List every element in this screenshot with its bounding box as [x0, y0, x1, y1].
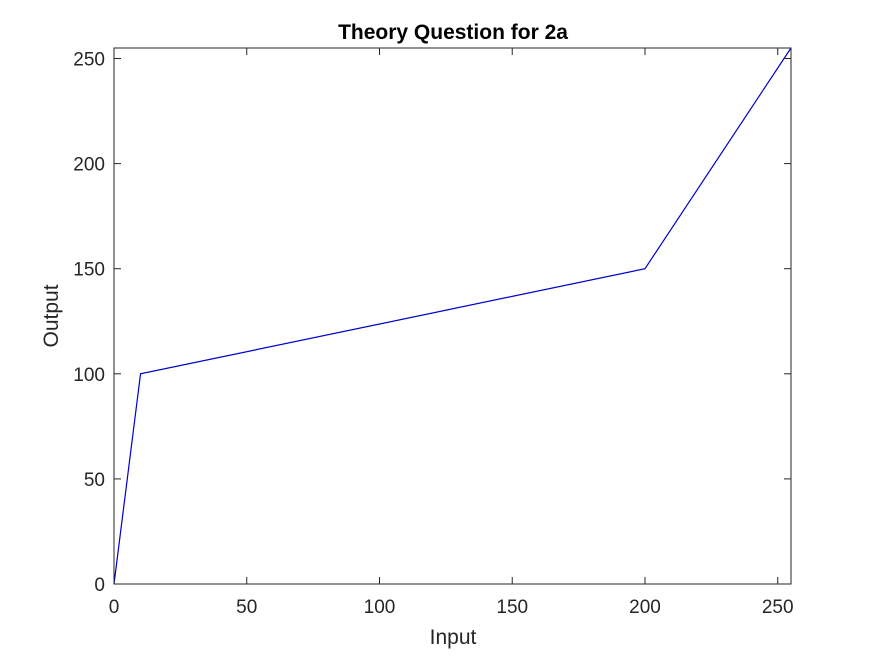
- y-tick-label: 50: [84, 470, 105, 491]
- y-tick-label: 250: [73, 50, 105, 71]
- x-axis-ticks: 0 50 100 150 200 250: [109, 48, 794, 618]
- y-axis-label: Output: [40, 284, 63, 347]
- chart-title: Theory Question for 2a: [338, 21, 568, 44]
- plot-area: [114, 48, 791, 584]
- y-tick-label: 100: [73, 365, 105, 386]
- y-tick-label: 0: [94, 575, 105, 596]
- x-tick-label: 0: [109, 597, 120, 618]
- y-tick-label: 150: [73, 260, 105, 281]
- x-tick-label: 150: [496, 597, 528, 618]
- x-tick-label: 50: [236, 597, 257, 618]
- y-axis-ticks: 0 50 100 150 200 250: [73, 50, 791, 596]
- x-tick-label: 100: [364, 597, 396, 618]
- x-axis-label: Input: [430, 626, 477, 649]
- x-tick-label: 250: [762, 597, 794, 618]
- series-line: [113, 47, 792, 585]
- x-tick-label: 200: [629, 597, 661, 618]
- series-layer: [113, 47, 792, 585]
- y-tick-label: 200: [73, 155, 105, 176]
- plot-frame: [113, 47, 792, 585]
